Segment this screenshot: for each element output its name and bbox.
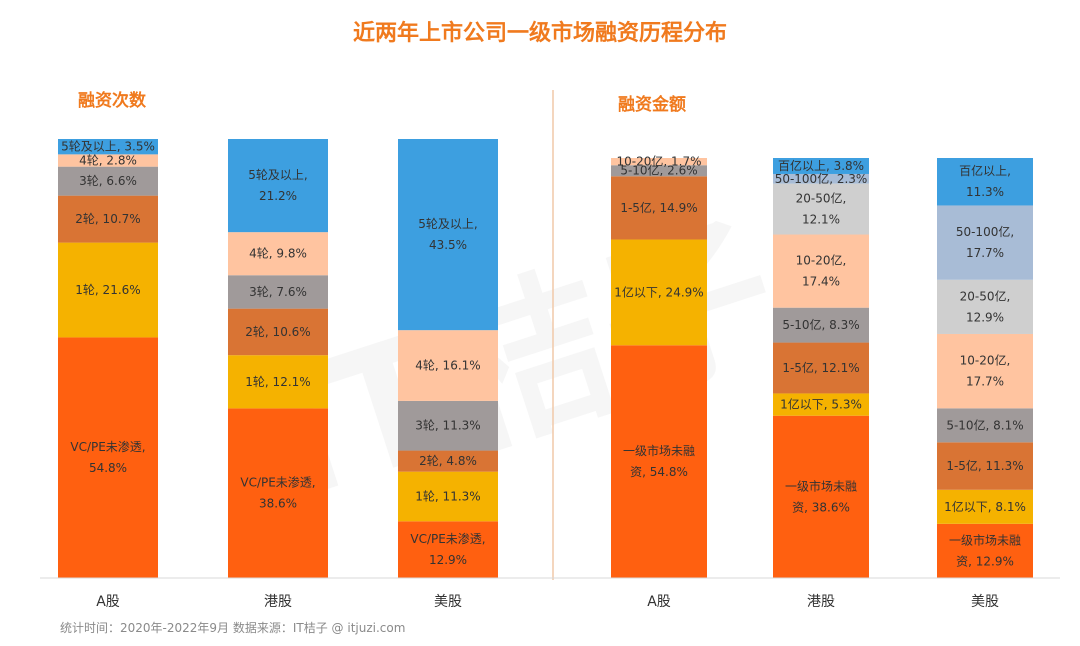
amount-data-label-2-0: 一级市场未融资, 12.9% [949, 532, 1021, 568]
count-bar-2-0 [398, 521, 498, 578]
panel-count-title: 融资次数 [78, 90, 147, 111]
count-bar-0-1 [58, 242, 158, 338]
count-data-label-1-2: 2轮, 10.6% [245, 325, 310, 339]
amount-data-label-2-4: 10-20亿, 17.7% [960, 353, 1011, 389]
amount-data-label-1-7: 百亿以上, 3.8% [778, 158, 864, 173]
count-data-label-2-1: 1轮, 11.3% [415, 489, 480, 503]
count-data-label-1-4: 4轮, 9.8% [249, 247, 307, 261]
amount-data-label-1-6: 50-100亿, 2.3% [775, 171, 868, 186]
amount-bar-1-1 [773, 393, 869, 416]
amount-data-label-1-3: 5-10亿, 8.3% [782, 317, 859, 332]
count-bar-1-3 [228, 275, 328, 309]
amount-bar-1-0 [773, 415, 869, 578]
amount-bar-2-3 [937, 408, 1033, 443]
count-category-label-1: 港股 [264, 594, 292, 610]
count-bar-1-2 [228, 308, 328, 356]
amount-bar-1-5 [773, 183, 869, 235]
count-data-label-0-2: 2轮, 10.7% [75, 212, 140, 226]
count-data-label-2-2: 2轮, 4.8% [419, 454, 477, 468]
amount-bar-1-7 [773, 158, 869, 174]
count-data-label-0-1: 1轮, 21.6% [75, 283, 140, 297]
amount-bars [611, 158, 1033, 578]
count-data-label-1-3: 3轮, 7.6% [249, 285, 307, 299]
count-bar-2-1 [398, 471, 498, 522]
amount-data-label-1-0: 一级市场未融资, 38.6% [785, 478, 857, 514]
count-bar-2-3 [398, 400, 498, 451]
count-bar-0-0 [58, 337, 158, 578]
amount-bar-1-6 [773, 173, 869, 184]
amount-data-label-0-4: 10-20亿, 1.7% [617, 154, 702, 169]
amount-category-label-0: A股 [647, 594, 671, 610]
amount-category-label-2: 美股 [971, 594, 999, 610]
amount-data-label-2-6: 50-100亿, 17.7% [956, 224, 1014, 260]
count-bar-0-5 [58, 139, 158, 155]
amount-bar-0-4 [611, 158, 707, 166]
count-category-label-2: 美股 [434, 594, 462, 610]
count-bar-2-4 [398, 330, 498, 401]
amount-data-label-2-1: 1亿以下, 8.1% [944, 499, 1026, 514]
count-bar-1-4 [228, 232, 328, 276]
panel-count-chart: 融资次数 VC/PE未渗透, 54.8% 1轮, 21.6% 2轮, 10.7% 3轮,… [58, 90, 498, 610]
amount-bar-2-2 [937, 442, 1033, 490]
amount-category-labels: A股 港股 美股 [647, 594, 999, 610]
amount-data-label-0-1: 1亿以下, 24.9% [614, 284, 703, 299]
amount-bar-1-2 [773, 342, 869, 394]
count-data-label-1-5: 5轮及以上, 21.2% [248, 168, 307, 203]
panel-amount-title: 融资金额 [618, 94, 686, 115]
amount-bar-2-4 [937, 333, 1033, 409]
amount-data-label-1-4: 10-20亿, 17.4% [796, 253, 847, 289]
count-bar-1-5 [228, 139, 328, 233]
panel-amount-chart: 融资金额 一级市场未融资, 54.8% 1亿以下, 24.9% 1-5亿, 14.9… [611, 94, 1033, 610]
count-data-label-1-1: 1轮, 12.1% [245, 375, 310, 389]
amount-data-label-1-1: 1亿以下, 5.3% [780, 397, 862, 412]
amount-data-label-2-3: 5-10亿, 8.1% [946, 417, 1023, 432]
count-labels: VC/PE未渗透, 54.8% 1轮, 21.6% 2轮, 10.7% 3轮, 6.6%… [61, 140, 486, 567]
count-data-label-2-3: 3轮, 11.3% [415, 419, 480, 433]
amount-bar-2-7 [937, 158, 1033, 206]
amount-data-label-0-3: 5-10亿, 2.6% [620, 163, 697, 178]
count-data-label-0-4: 4轮, 2.8% [79, 154, 137, 168]
amount-bar-2-1 [937, 489, 1033, 524]
amount-data-label-1-5: 20-50亿, 12.1% [796, 191, 847, 227]
count-data-label-0-0: VC/PE未渗透, 54.8% [70, 439, 145, 475]
count-bar-0-2 [58, 195, 158, 243]
count-data-label-2-4: 4轮, 16.1% [415, 359, 480, 373]
count-category-label-0: A股 [96, 594, 120, 610]
amount-bar-0-0 [611, 345, 707, 578]
amount-bar-0-1 [611, 239, 707, 346]
footnote: 统计时间：2020年-2022年9月 数据来源：IT桔子 @ itjuzi.co… [60, 620, 405, 635]
count-data-label-2-5: 5轮及以上, 43.5% [418, 217, 477, 252]
count-data-label-2-0: VC/PE未渗透, 12.9% [410, 531, 485, 567]
amount-data-label-0-2: 1-5亿, 14.9% [620, 200, 697, 215]
count-bar-0-4 [58, 154, 158, 167]
amount-labels: 一级市场未融资, 54.8% 1亿以下, 24.9% 1-5亿, 14.9% 5-10… [614, 154, 1026, 569]
amount-bar-2-5 [937, 279, 1033, 334]
count-data-label-1-0: VC/PE未渗透, 38.6% [240, 475, 315, 511]
amount-bar-0-3 [611, 165, 707, 177]
amount-data-label-0-0: 一级市场未融资, 54.8% [623, 443, 695, 479]
count-data-label-0-5: 5轮及以上, 3.5% [61, 140, 155, 154]
count-data-label-0-3: 3轮, 6.6% [79, 174, 137, 188]
amount-data-label-1-2: 1-5亿, 12.1% [782, 360, 859, 375]
count-bar-0-3 [58, 166, 158, 196]
page-title: 近两年上市公司一级市场融资历程分布 [353, 20, 727, 46]
count-bar-2-2 [398, 450, 498, 472]
amount-category-label-1: 港股 [807, 594, 835, 610]
amount-bar-0-2 [611, 176, 707, 240]
count-bar-1-0 [228, 408, 328, 578]
count-bar-1-1 [228, 355, 328, 409]
count-bar-2-5 [398, 139, 498, 331]
amount-bar-2-6 [937, 205, 1033, 280]
amount-bar-1-3 [773, 307, 869, 343]
amount-data-label-2-2: 1-5亿, 11.3% [946, 458, 1023, 473]
amount-bar-1-4 [773, 234, 869, 308]
amount-data-label-2-7: 百亿以上, 11.3% [959, 163, 1011, 199]
count-bars [58, 139, 498, 578]
amount-data-label-2-5: 20-50亿, 12.9% [960, 288, 1011, 324]
amount-bar-2-0 [937, 523, 1033, 578]
count-category-labels: A股 港股 美股 [96, 594, 462, 610]
